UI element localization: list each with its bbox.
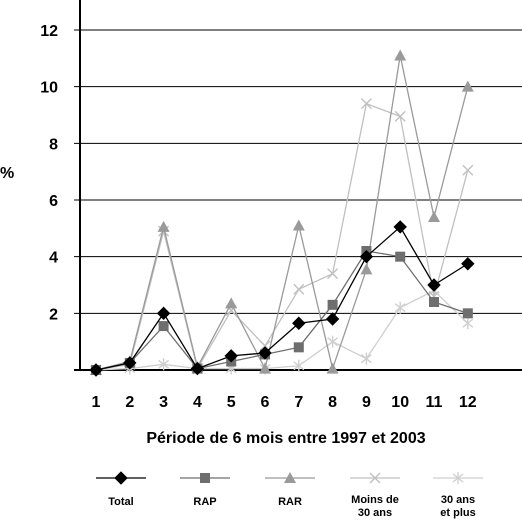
data-point-diamond	[114, 471, 128, 485]
data-point-diamond	[292, 316, 306, 330]
data-point-x	[293, 283, 305, 295]
data-point-x	[462, 164, 474, 176]
series-line	[95, 102, 469, 371]
x-stroke	[369, 472, 381, 484]
data-point-diamond	[461, 257, 475, 271]
x-tick-label: 5	[227, 394, 236, 411]
legend-label-plus-line2: et plus	[440, 507, 475, 519]
y-tick-label: 8	[49, 136, 58, 153]
data-point-asterisk	[327, 335, 339, 348]
data-point-triangle	[259, 362, 271, 374]
data-point-diamond	[258, 346, 272, 360]
series-line	[95, 289, 469, 371]
data-point-triangle	[428, 211, 440, 222]
series-rar	[90, 49, 474, 375]
series-line	[95, 55, 469, 371]
series-moins-de-30-ans	[90, 98, 474, 376]
data-point-triangle	[461, 80, 474, 92]
data-point-diamond	[89, 363, 103, 377]
data-point-square	[429, 297, 439, 307]
x-tick-labels: 1 2 3 4 5 6 7 8 9 10 11 12	[92, 394, 477, 411]
y-tick-label: 4	[49, 250, 58, 267]
data-point-asterisk	[452, 472, 464, 484]
x-tick-label: 3	[159, 394, 168, 411]
x-stroke	[462, 164, 474, 176]
legend: Total RAP RAR Moins de 30 ans 30 ans et …	[96, 471, 483, 519]
x-tick-label: 1	[92, 394, 101, 411]
x-stroke	[327, 268, 339, 280]
legend-label-plus-line1: 30 ans	[441, 494, 475, 506]
data-point-triangle	[292, 219, 305, 231]
x-tick-label: 12	[459, 394, 477, 411]
x-stroke	[360, 98, 372, 110]
data-point-asterisk	[293, 359, 305, 372]
x-tick-label: 4	[193, 394, 202, 411]
legend-label-moins-line1: Moins de	[351, 494, 399, 506]
data-point-x	[360, 98, 372, 110]
y-tick-label: 10	[40, 80, 58, 97]
x-tick-label: 9	[362, 394, 371, 411]
x-tick-label: 2	[125, 394, 134, 411]
data-point-diamond	[427, 278, 441, 292]
data-point-square	[293, 342, 304, 353]
data-point-diamond	[156, 306, 171, 321]
x-stroke	[293, 283, 305, 295]
series-line	[95, 225, 469, 371]
x-tick-label: 7	[294, 394, 303, 411]
y-tick-labels: 2 4 6 8 10 12	[40, 23, 58, 323]
y-axis-label: %	[0, 165, 14, 182]
data-point-triangle	[225, 297, 238, 309]
data-point-triangle	[326, 362, 339, 374]
data-point-triangle	[360, 263, 373, 275]
data-point-asterisk	[158, 358, 170, 371]
y-tick-label: 12	[40, 23, 58, 40]
data-point-diamond	[325, 312, 340, 326]
data-point-x	[327, 268, 339, 280]
data-point-square	[200, 473, 210, 483]
data-point-asterisk	[394, 301, 406, 314]
data-point-square	[327, 299, 338, 310]
series-rap	[91, 246, 473, 375]
data-point-square	[462, 308, 473, 319]
data-point-square	[158, 321, 169, 332]
x-tick-label: 8	[328, 394, 337, 411]
x-stroke	[259, 340, 271, 352]
x-axis-label: Période de 6 mois entre 1997 et 2003	[146, 430, 425, 447]
legend-label-rar: RAR	[278, 496, 302, 508]
x-tick-label: 6	[261, 394, 270, 411]
series-line	[95, 250, 469, 371]
data-point-diamond	[190, 361, 205, 376]
x-tick-label: 11	[426, 394, 443, 411]
legend-label-total: Total	[108, 496, 133, 508]
gridlines	[74, 29, 522, 314]
data-point-diamond	[123, 356, 137, 370]
data-point-triangle	[284, 472, 296, 483]
axes	[74, 0, 522, 371]
data-point-diamond	[393, 220, 407, 234]
data-point-asterisk	[360, 352, 372, 365]
data-point-triangle	[394, 49, 407, 61]
data-point-square	[395, 251, 406, 262]
data-point-diamond	[359, 249, 374, 264]
data-point-triangle	[157, 220, 170, 232]
x-tick-label: 10	[391, 394, 409, 411]
y-tick-label: 6	[49, 193, 58, 210]
data-point-asterisk	[462, 317, 474, 330]
legend-label-rap: RAP	[193, 496, 216, 508]
legend-label-moins-line2: 30 ans	[358, 507, 392, 519]
series-lines	[89, 49, 475, 377]
x-stroke	[394, 110, 406, 122]
series-total	[89, 220, 475, 377]
data-point-x	[394, 110, 406, 122]
y-tick-label: 2	[49, 306, 58, 323]
data-point-x	[369, 472, 381, 484]
data-point-diamond	[224, 349, 238, 363]
